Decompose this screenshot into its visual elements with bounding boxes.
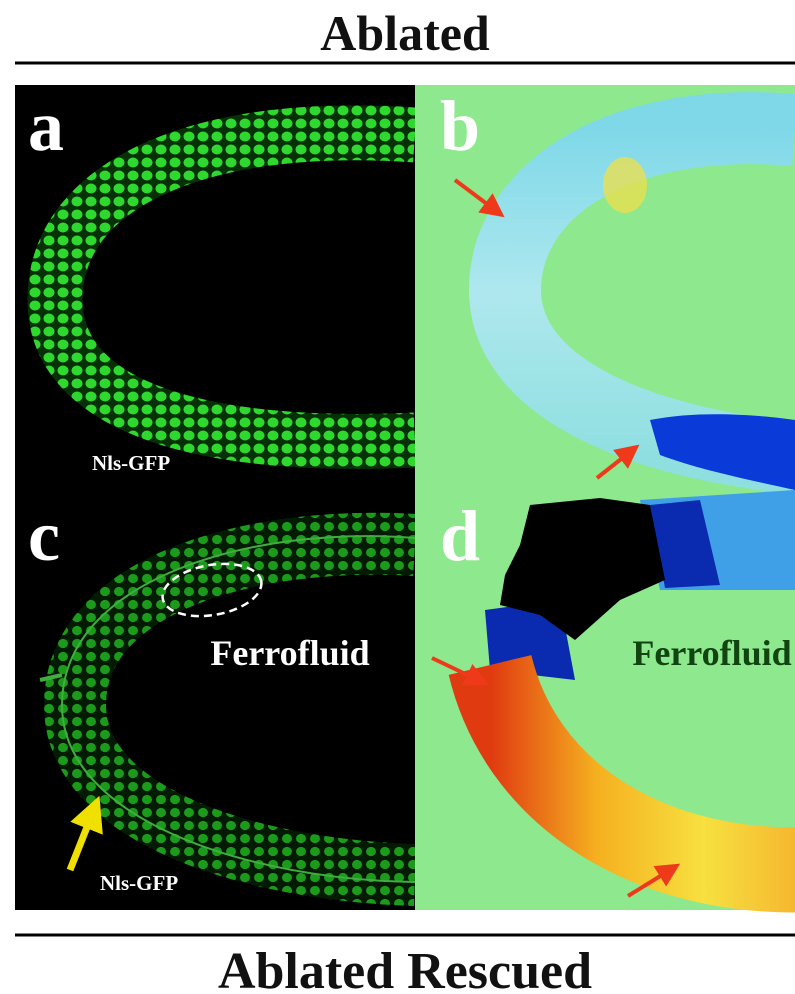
panel-letter: a <box>28 86 64 166</box>
hotspot <box>603 157 647 213</box>
annotation: Ferrofluid <box>210 633 369 673</box>
panel-letter: c <box>28 496 60 576</box>
annotation: Ferrofluid <box>632 633 791 673</box>
marker-label: Nls-GFP <box>100 871 178 895</box>
footer-title: Ablated Rescued <box>218 943 592 994</box>
header-title: Ablated <box>320 5 490 61</box>
panel-letter: d <box>440 496 480 576</box>
figure: Ablated a Nls-GFP b c Ferrofluid Nls-GFP… <box>0 0 795 994</box>
panel-letter: b <box>440 86 480 166</box>
marker-label: Nls-GFP <box>92 451 170 475</box>
